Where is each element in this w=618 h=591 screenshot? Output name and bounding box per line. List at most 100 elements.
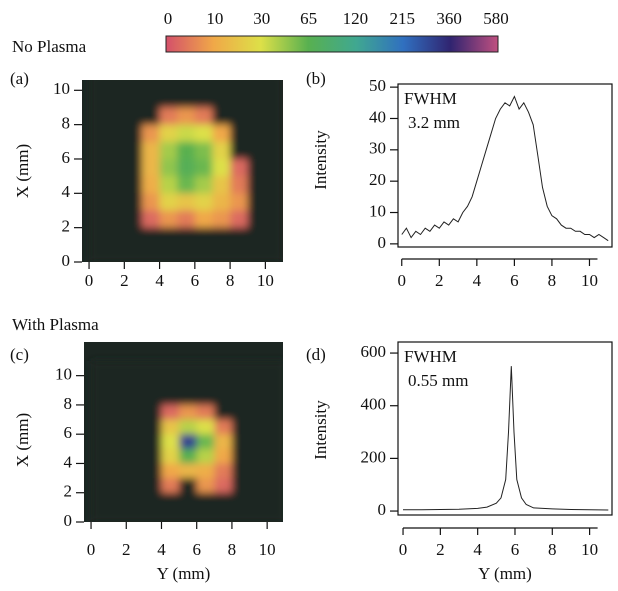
- cell: [159, 141, 178, 160]
- cell: [179, 434, 198, 450]
- cell: [179, 404, 198, 421]
- cell: [212, 244, 231, 262]
- cell: [126, 361, 145, 377]
- profile-line: [403, 366, 609, 511]
- cell: [214, 448, 233, 464]
- cell: [91, 507, 110, 522]
- cell: [126, 492, 145, 508]
- cell: [179, 375, 198, 391]
- cell: [196, 478, 215, 494]
- cell: [230, 210, 249, 229]
- y-tick-label: 6: [62, 148, 71, 167]
- x-tick-label: 6: [192, 540, 201, 559]
- x-tick-label: 8: [228, 540, 237, 559]
- plot-frame: [397, 341, 613, 516]
- colorbar: [165, 35, 499, 53]
- y-tick-label: 40: [369, 107, 386, 126]
- cell: [141, 193, 161, 211]
- y-tick-label: 200: [361, 447, 387, 466]
- x-tick-label: 4: [155, 271, 164, 290]
- row-label: With Plasma: [12, 315, 99, 334]
- cell: [124, 124, 143, 143]
- cell: [159, 90, 178, 108]
- cell: [159, 244, 178, 262]
- cell: [214, 375, 233, 391]
- cell: [212, 107, 231, 126]
- cell: [194, 90, 213, 108]
- cell: [212, 80, 231, 91]
- cell: [214, 434, 233, 450]
- cell: [194, 107, 213, 126]
- cell: [249, 390, 268, 406]
- cell: [161, 404, 180, 421]
- cell: [141, 227, 161, 246]
- cell: [267, 492, 283, 508]
- y-tick-label: 50: [369, 76, 386, 95]
- cell: [196, 390, 215, 406]
- y-tick-label: 30: [369, 139, 386, 158]
- cell: [126, 375, 145, 391]
- cell: [141, 80, 161, 91]
- cell: [194, 141, 213, 160]
- x-tick-label: 2: [122, 540, 131, 559]
- cell: [89, 107, 108, 126]
- cell: [230, 158, 249, 177]
- cell: [194, 158, 213, 177]
- cell: [231, 419, 251, 435]
- cell: [212, 158, 231, 177]
- cell: [196, 492, 215, 508]
- cell: [108, 434, 127, 450]
- x-tick-label: 8: [226, 271, 235, 290]
- cell: [177, 210, 196, 229]
- cell: [196, 463, 215, 479]
- cell: [106, 141, 125, 160]
- colorbar-tick-label: 360: [436, 9, 462, 28]
- cell: [231, 492, 251, 508]
- cell: [143, 478, 162, 494]
- cell: [196, 419, 215, 435]
- cell: [143, 361, 162, 377]
- cell: [179, 390, 198, 406]
- cell: [89, 141, 108, 160]
- cell: [126, 390, 145, 406]
- cell: [177, 124, 196, 143]
- cell: [267, 361, 283, 377]
- cell: [196, 448, 215, 464]
- y-tick-label: 0: [64, 511, 73, 530]
- cell: [89, 244, 108, 262]
- cell: [247, 176, 266, 194]
- cell: [212, 210, 231, 229]
- x-tick-label: 0: [87, 540, 96, 559]
- x-tick-label: 2: [435, 271, 444, 290]
- cell: [106, 158, 125, 177]
- cell: [161, 419, 180, 435]
- cell: [231, 390, 251, 406]
- cell: [108, 507, 127, 522]
- y-tick-label: 0: [378, 233, 387, 252]
- cell: [124, 158, 143, 177]
- y-tick-label: 10: [55, 365, 72, 384]
- cell: [161, 492, 180, 508]
- y-tick-label: 600: [361, 342, 387, 361]
- cell: [265, 80, 283, 91]
- cell: [141, 244, 161, 262]
- annotation: FWHM: [404, 347, 457, 366]
- cell: [212, 176, 231, 194]
- x-tick-label: 4: [473, 271, 482, 290]
- cell: [230, 176, 249, 194]
- cell: [230, 80, 249, 91]
- cell: [230, 227, 249, 246]
- x-tick-label: 4: [157, 540, 166, 559]
- cell: [159, 107, 178, 126]
- cell: [91, 434, 110, 450]
- cell: [124, 244, 143, 262]
- image-cells: [91, 361, 283, 522]
- cell: [124, 141, 143, 160]
- cell: [161, 507, 180, 522]
- cell: [161, 448, 180, 464]
- panel-label: (b): [306, 69, 326, 88]
- cell: [249, 419, 268, 435]
- y-tick-label: 4: [62, 182, 71, 201]
- x-tick-label: 10: [581, 540, 598, 559]
- cell: [230, 124, 249, 143]
